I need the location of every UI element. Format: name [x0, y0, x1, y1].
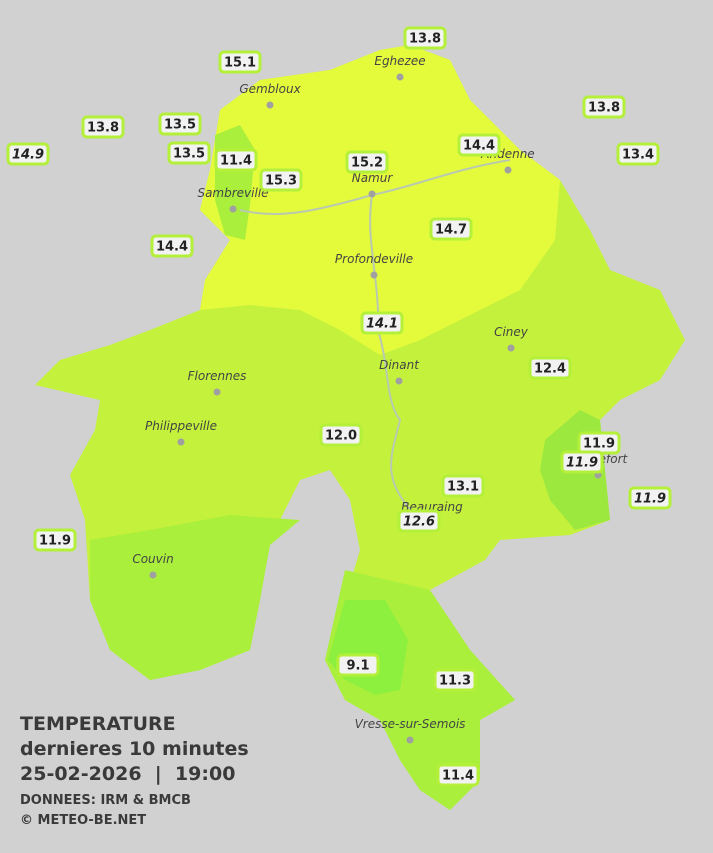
city-name: Eghezee — [374, 54, 425, 68]
city-name: Sambreville — [197, 186, 268, 200]
reading-label: 15.1 — [224, 56, 256, 71]
reading-box — [616, 142, 660, 166]
reading-label: 9.1 — [346, 659, 369, 674]
reading-label: 12.4 — [534, 362, 566, 377]
city-dot — [504, 166, 512, 174]
reading-label: 14.9 — [12, 148, 44, 163]
reading-label: 15.3 — [265, 174, 297, 189]
reading-box — [150, 234, 194, 258]
region-warm — [200, 45, 560, 355]
reading-box — [319, 423, 363, 447]
legend-subtitle: dernieres 10 minutes — [20, 738, 249, 760]
city-name: Dinant — [379, 358, 420, 372]
reading-box — [429, 217, 473, 241]
reading-label: 13.5 — [164, 118, 196, 133]
reading-label: 12.6 — [403, 515, 435, 530]
city-name: Gembloux — [239, 82, 301, 96]
reading-box — [81, 115, 125, 139]
city-name: Ciney — [494, 325, 529, 339]
reading-box — [403, 26, 447, 50]
reading-label: 11.4 — [442, 769, 474, 784]
city-name: Profondeville — [335, 252, 413, 266]
reading-label: 13.8 — [409, 32, 441, 47]
reading-label: 14.4 — [156, 240, 188, 255]
reading-box — [259, 168, 303, 192]
reading-label: 14.4 — [463, 139, 495, 154]
reading-label: 13.8 — [87, 121, 119, 136]
city-dot — [149, 571, 157, 579]
reading-box — [457, 133, 501, 157]
reading-label: 11.9 — [583, 437, 615, 452]
city-name: Vresse-sur-Semois — [355, 717, 466, 731]
city-dot — [177, 438, 185, 446]
reading-box — [433, 668, 477, 692]
legend-title: TEMPERATURE — [20, 713, 176, 735]
reading-box — [582, 95, 626, 119]
city-dot — [507, 344, 515, 352]
city-dot — [368, 190, 376, 198]
reading-box — [6, 142, 50, 166]
reading-label: 15.2 — [351, 156, 383, 171]
legend-source: DONNEES: IRM & BMCB — [20, 793, 191, 808]
reading-box — [167, 141, 211, 165]
city-name: Namur — [352, 171, 394, 185]
city-dot — [406, 736, 414, 744]
reading-label: 13.5 — [173, 147, 205, 162]
city-dot — [370, 271, 378, 279]
legend-credit: © METEO-BE.NET — [20, 813, 146, 828]
reading-label: 11.9 — [566, 456, 598, 471]
region-cool — [90, 515, 515, 810]
city-name: Philippeville — [145, 419, 217, 433]
reading-label: 14.1 — [366, 317, 398, 332]
reading-label: 11.3 — [439, 674, 471, 689]
legend-datetime: 25-02-2026 | 19:00 — [20, 763, 235, 785]
city-dot — [266, 101, 274, 109]
reading-label: 14.7 — [435, 223, 467, 238]
readings: 15.1 13.8 13.8 13.8 13.5 13.5 11.4 15.3 15.2 14.4… — [6, 26, 672, 787]
reading-box — [158, 112, 202, 136]
reading-box — [628, 486, 672, 510]
reading-box — [33, 528, 77, 552]
reading-box — [360, 311, 404, 335]
reading-box — [397, 509, 441, 533]
reading-label: 13.4 — [622, 148, 654, 163]
reading-box — [441, 474, 485, 498]
reading-box — [214, 148, 258, 172]
reading-label: 13.1 — [447, 480, 479, 495]
reading-box — [528, 356, 572, 380]
reading-box — [345, 150, 389, 174]
reading-box — [436, 763, 480, 787]
city-dot — [395, 377, 403, 385]
reading-label: 11.9 — [634, 492, 666, 507]
city-dot — [229, 205, 237, 213]
city-dot — [213, 388, 221, 396]
reading-label: 11.4 — [220, 154, 252, 169]
cities: EghezeeGemblouxAndenneNamurSambrevillePr… — [132, 54, 629, 744]
city-name: Couvin — [132, 552, 173, 566]
reading-box — [336, 653, 380, 677]
reading-box — [560, 450, 604, 474]
reading-label: 13.8 — [588, 101, 620, 116]
city-name: Florennes — [188, 369, 247, 383]
reading-label: 12.0 — [325, 429, 357, 444]
reading-box — [218, 50, 262, 74]
city-dot — [396, 73, 404, 81]
reading-label: 11.9 — [39, 534, 71, 549]
